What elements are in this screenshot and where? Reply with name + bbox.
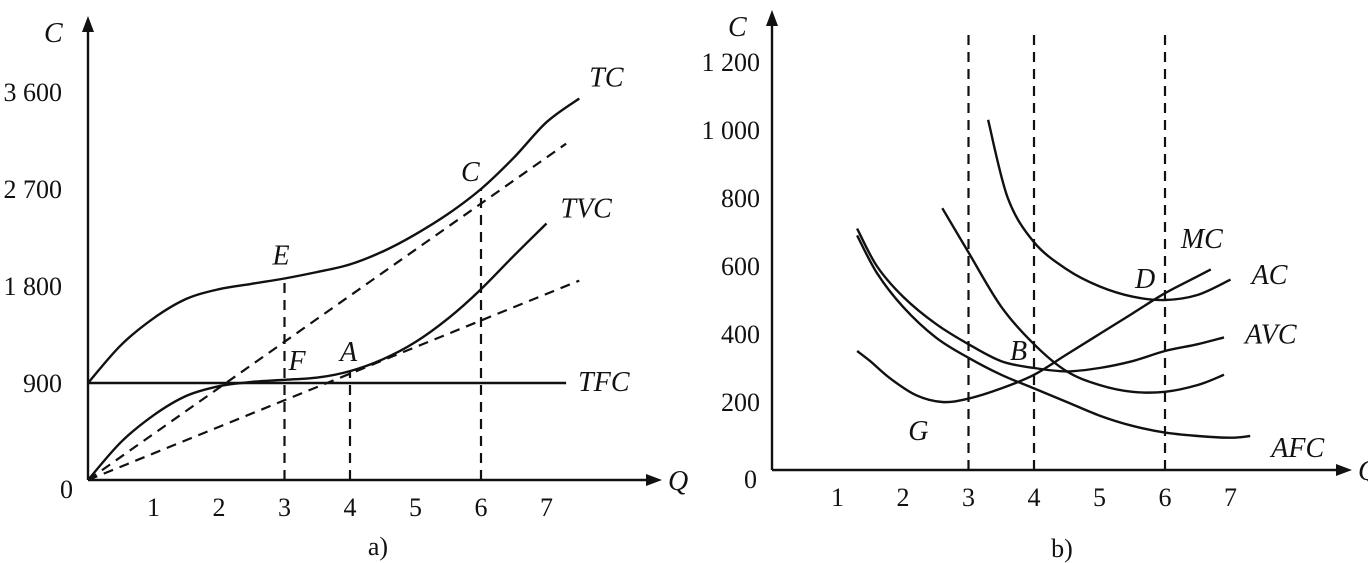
y-tick-label-1800: 1 800 xyxy=(4,272,63,301)
x-axis-arrowhead xyxy=(646,474,662,486)
x-tick-label-5: 5 xyxy=(409,493,422,522)
x-tick-label-7: 7 xyxy=(540,493,553,522)
tc-series-label: TC xyxy=(589,62,624,93)
x-tick-label-1: 1 xyxy=(147,493,160,522)
x-tick-label-1: 1 xyxy=(831,483,844,512)
afc-curve xyxy=(856,234,1251,439)
tfc-series-label: TFC xyxy=(578,367,630,398)
point-label-avc: AVC xyxy=(1243,319,1297,350)
unlabeled-3-curve xyxy=(87,142,567,481)
y-tick-label-200: 200 xyxy=(721,388,760,417)
x-axis-label: Q xyxy=(1358,456,1368,487)
origin-label: 0 xyxy=(60,475,73,504)
avc-curve xyxy=(856,228,1225,373)
x-axis-arrowhead xyxy=(1336,464,1352,476)
x-tick-label-4: 4 xyxy=(1028,483,1041,512)
point-label-f: F xyxy=(288,346,307,377)
tc-curve xyxy=(87,97,580,384)
y-tick-label-2700: 2 700 xyxy=(4,175,63,204)
x-tick-label-2: 2 xyxy=(213,493,226,522)
x-tick-label-6: 6 xyxy=(475,493,488,522)
y-tick-label-800: 800 xyxy=(721,184,760,213)
x-tick-label-7: 7 xyxy=(1224,483,1237,512)
x-tick-label-5: 5 xyxy=(1093,483,1106,512)
x-axis-label: Q xyxy=(668,466,688,497)
point-label-ac: AC xyxy=(1250,260,1288,291)
point-label-g: G xyxy=(908,416,928,447)
panel-b-average-cost-chart: Q C 0 1 2 3 4 5 6 7 200 400 600 800 1 000 1 200 MC AC AVC A… xyxy=(702,10,1368,563)
x-tick-label-4: 4 xyxy=(344,493,357,522)
y-axis-label: C xyxy=(728,12,747,43)
y-axis-label: C xyxy=(44,18,63,49)
origin-label: 0 xyxy=(744,465,757,494)
y-tick-label-1200: 1 200 xyxy=(702,48,761,77)
x-tick-label-3: 3 xyxy=(278,493,291,522)
point-label-d: D xyxy=(1134,264,1155,295)
ac-curve xyxy=(941,207,1225,394)
point-label-c: C xyxy=(461,157,480,188)
point-label-mc: MC xyxy=(1180,224,1223,255)
panel-a-total-cost-chart: Q C 0 1 2 3 4 5 6 7 900 1 800 2 700 3 600 TC TVC TFC E F A C… xyxy=(4,16,688,561)
y-tick-label-900: 900 xyxy=(23,369,62,398)
panel-caption: b) xyxy=(1051,534,1073,563)
panel-caption: a) xyxy=(368,532,388,561)
y-tick-label-600: 600 xyxy=(721,252,760,281)
y-tick-label-3600: 3 600 xyxy=(4,78,63,107)
point-label-e: E xyxy=(272,240,290,271)
point-label-b: B xyxy=(1010,336,1027,367)
unlabeled-4-curve xyxy=(87,279,580,482)
x-tick-label-3: 3 xyxy=(962,483,975,512)
tvc-series-label: TVC xyxy=(561,193,613,224)
y-axis-arrowhead xyxy=(82,16,94,32)
point-label-a: A xyxy=(338,337,358,368)
x-tick-label-2: 2 xyxy=(897,483,910,512)
x-tick-label-6: 6 xyxy=(1159,483,1172,512)
y-tick-label-400: 400 xyxy=(721,320,760,349)
unlabeled-4-curve xyxy=(986,119,1232,302)
y-tick-label-1000: 1 000 xyxy=(702,116,761,145)
y-axis-arrowhead xyxy=(766,10,778,26)
tvc-curve xyxy=(87,222,548,481)
point-label-afc: AFC xyxy=(1269,433,1324,464)
